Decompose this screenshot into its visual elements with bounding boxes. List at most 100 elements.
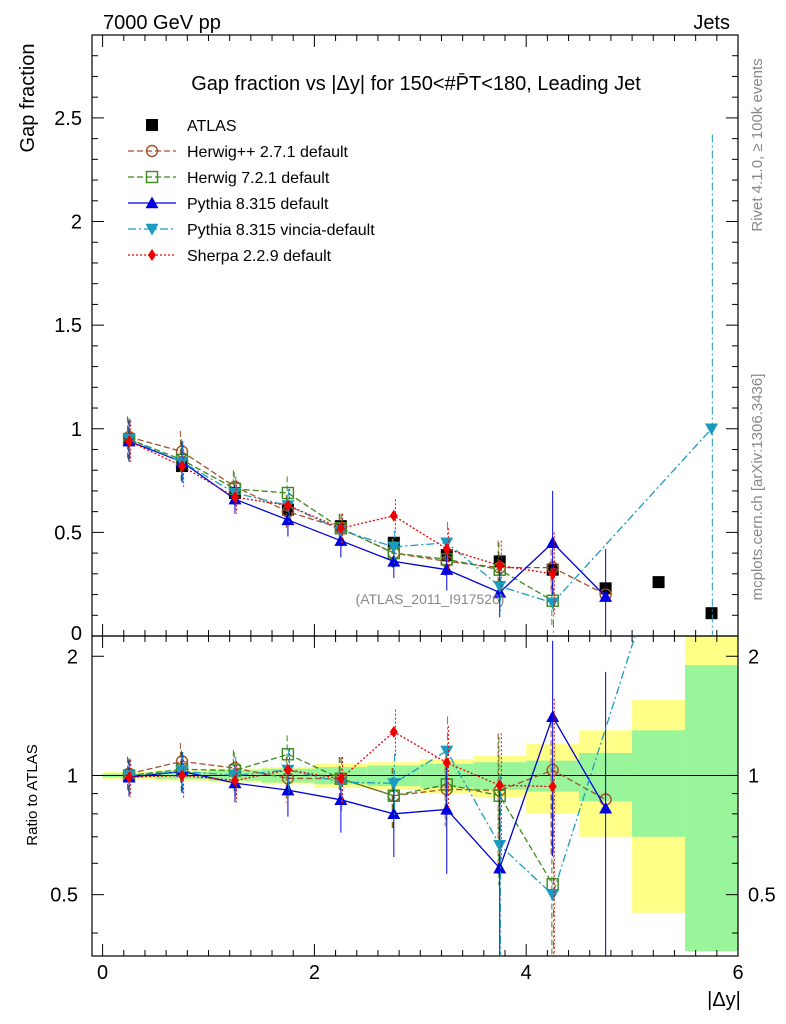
atlas-data-point [652,576,665,589]
series-herwig-7-2-1-default-line [128,438,554,602]
tick-layer: 0 2 4 60.511.522.500.5 0.51 12 2 [50,35,776,984]
series-herwig-7-2-1-default-ratio-point [281,748,295,761]
series-pythia-8-315-default-ratio-point [387,807,401,820]
series-sherpa-2-2-9-default-point [178,460,187,473]
series-pythia-8-315-default-ratio-line [128,715,607,870]
axes-frame [91,34,739,957]
series-sherpa-2-2-9-default-ratio-point [495,779,504,792]
series-pythia-8-315-vincia-default-ratio-line [129,636,636,896]
y-tick-label: 1.5 [54,315,82,337]
series-sherpa-2-2-9-default-ratio-point [230,774,239,787]
legend-marker [145,170,159,184]
y-tick-label: 2.5 [54,108,82,130]
series-pythia-8-315-default-point [281,513,295,526]
series-pythia-8-315-vincia-default-ratio-point [387,778,401,790]
chart-title: Gap fraction vs |Δy| for 150<#P̄T<180, L… [191,72,641,95]
series-sherpa-2-2-9-default-ratio-point [389,725,398,738]
series-pythia-8-315-vincia-default-ratio-point [546,889,560,902]
legend-marker [146,119,158,131]
legend-entry: ATLAS [146,118,237,135]
ratio-y-axis-label: Ratio to ATLAS [24,744,41,845]
legend-label: Herwig++ 2.7.1 default [187,144,349,161]
series-sherpa-2-2-9-default-ratio-point [125,771,134,784]
series-sherpa-2-2-9-default-ratio-point [548,780,557,793]
legend-label: Pythia 8.315 vincia-default [187,222,375,239]
series-pythia-8-315-vincia-default-point [493,581,507,593]
y-tick-label: 0.5 [54,522,82,544]
ratio-y-tick-label: 1 [748,765,759,787]
legend-marker [148,249,156,261]
series-pythia-8-315-vincia-default-ratio-point [440,745,454,758]
series-pythia-8-315-default-point [440,563,454,575]
y-tick-label: 2 [71,212,82,234]
series-pythia-8-315-default-ratio-point [281,783,295,796]
series-sherpa-2-2-9-default-ratio-point [283,763,292,776]
process-label: Jets [693,12,730,34]
x-axis-label: |Δy| [707,989,741,1011]
legend-entry: Herwig++ 2.7.1 default [128,144,349,161]
series-herwig-7-2-1-default-point [281,486,295,500]
ratio-y-tick-label: 2 [67,646,78,668]
series-sherpa-2-2-9-default-ratio-point [336,772,345,785]
series-pythia-8-315-vincia-default-line [128,428,713,604]
ratio-band-inner [685,665,738,952]
series-sherpa-2-2-9-default-point [548,567,557,580]
series-sherpa-2-2-9-default-point [230,491,239,504]
legend-entry: Sherpa 2.2.9 default [128,248,332,265]
ratio-y-tick-label: 1 [67,765,78,787]
series-layer [122,134,719,956]
legend-label: Herwig 7.2.1 default [187,170,330,187]
series-pythia-8-315-default-ratio-point [599,801,613,814]
series-pythia-8-315-default-point [334,534,348,546]
atlas-data-point [705,607,718,620]
y-tick-label: 1 [71,419,82,441]
series-pythia-8-315-vincia-default-point [705,423,719,436]
ratio-uncertainty-bands [102,636,738,952]
ratio-y-tick-label: 2 [748,646,759,668]
series-pythia-8-315-default-point [546,536,560,548]
x-tick-label: 2 [309,962,320,984]
legend-label: ATLAS [187,118,237,135]
series-sherpa-2-2-9-default-point [283,499,292,512]
series-sherpa-2-2-9-default-point [389,509,398,522]
series-herwig-2-7-1-default-line [128,436,606,596]
series-pythia-8-315-default-point [599,590,613,602]
y-axis-label: Gap fraction [17,44,39,153]
series-sherpa-2-2-9-default-point [495,559,504,572]
mcplots-label: mcplots.cern.ch [arXiv:1306.3436] [749,374,766,601]
ratio-y-tick-label: 0.5 [748,885,776,907]
x-tick-label: 0 [97,962,108,984]
series-pythia-8-315-vincia-default-point [387,541,401,554]
legend-marker [145,144,159,158]
series-herwig-2-7-1-default-ratio-line [128,760,606,801]
series-pythia-8-315-default-ratio-point [546,710,560,723]
series-pythia-8-315-default-point [387,554,401,567]
series-sherpa-2-2-9-default-point [125,435,134,448]
series-pythia-8-315-default-ratio-point [334,793,348,806]
series-sherpa-2-2-9-default-point [442,542,451,555]
series-pythia-8-315-default-ratio-point [493,861,507,874]
ratio-y-tick-label: 0.5 [50,885,78,907]
x-tick-label: 4 [521,962,532,984]
legend-entry: Herwig 7.2.1 default [128,170,330,187]
series-sherpa-2-2-9-default-ratio-point [442,756,451,769]
legend-entry: Pythia 8.315 vincia-default [128,222,375,239]
y-tick-label: 0 [71,623,82,645]
legend-marker [145,196,159,209]
series-pythia-8-315-default-line [128,440,607,598]
series-sherpa-2-2-9-default-line [128,440,553,575]
legend-label: Pythia 8.315 default [187,196,329,213]
legend-entry: Pythia 8.315 default [128,196,329,213]
ratio-plot-frame [91,635,739,957]
series-pythia-8-315-vincia-default-point [546,597,560,610]
legend-label: Sherpa 2.2.9 default [187,248,332,265]
rivet-version-label: Rivet 4.1.0, ≥ 100k events [749,58,766,231]
series-pythia-8-315-vincia-default-ratio-point [493,839,507,852]
x-tick-label: 6 [732,962,743,984]
watermark-label: (ATLAS_2011_I917526) [356,591,505,607]
series-sherpa-2-2-9-default-ratio-point [178,769,187,782]
legend: ATLAS Herwig++ 2.7.1 default Herwig 7.2.1 … [128,118,375,265]
series-sherpa-2-2-9-default-point [336,522,345,535]
series-pythia-8-315-default-ratio-point [440,802,454,815]
